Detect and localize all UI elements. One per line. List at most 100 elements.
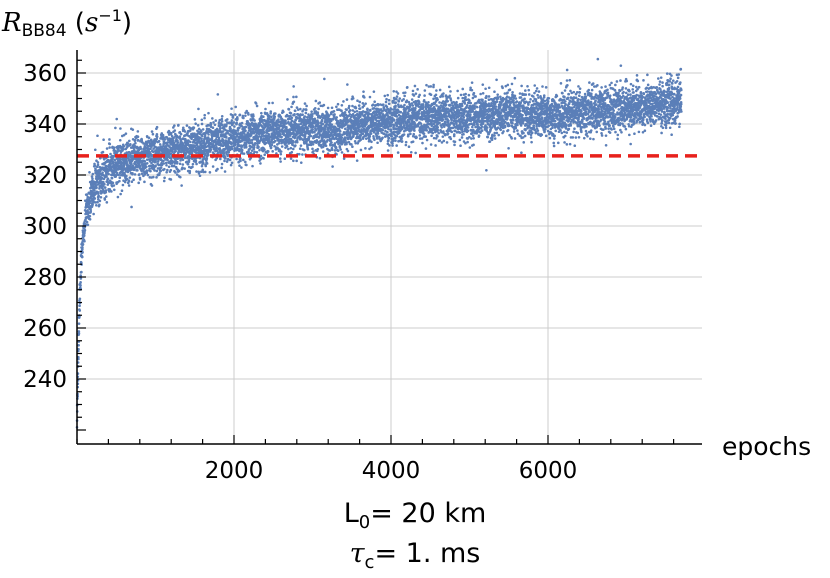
- data-point: [97, 194, 100, 198]
- data-point: [203, 116, 206, 120]
- data-point: [120, 164, 123, 168]
- data-point: [127, 184, 131, 187]
- data-point: [186, 162, 190, 166]
- data-point: [387, 139, 390, 143]
- data-point: [110, 190, 113, 193]
- data-point: [368, 95, 372, 99]
- data-point: [207, 124, 211, 127]
- data-point: [202, 139, 206, 143]
- data-point: [269, 115, 273, 119]
- data-point: [114, 126, 117, 130]
- data-point: [197, 172, 201, 175]
- data-point: [155, 169, 159, 173]
- data-point: [301, 153, 304, 156]
- data-point: [406, 85, 409, 89]
- data-point: [351, 104, 354, 108]
- data-point: [179, 175, 182, 179]
- data-point: [461, 87, 465, 91]
- data-point: [432, 83, 435, 87]
- data-point: [248, 139, 252, 142]
- data-point: [259, 154, 263, 158]
- data-point: [83, 239, 86, 243]
- data-point: [402, 133, 406, 136]
- data-point: [110, 176, 114, 180]
- data-point: [387, 98, 391, 102]
- data-point: [213, 123, 217, 127]
- data-point: [222, 151, 226, 155]
- data-point: [101, 184, 105, 188]
- data-point: [233, 125, 236, 128]
- data-point: [91, 177, 94, 181]
- data-point: [175, 160, 179, 164]
- data-point: [195, 162, 198, 166]
- data-point: [395, 144, 398, 147]
- data-point: [265, 131, 269, 134]
- data-point: [214, 119, 218, 122]
- data-point: [173, 129, 177, 132]
- data-point: [201, 128, 205, 131]
- data-point: [93, 148, 97, 152]
- data-point: [450, 130, 454, 134]
- data-point: [462, 116, 466, 119]
- data-point: [463, 102, 467, 105]
- data-point: [388, 144, 391, 147]
- data-point: [226, 157, 230, 161]
- data-point: [246, 131, 250, 135]
- data-point: [391, 139, 395, 143]
- data-point: [136, 135, 140, 139]
- data-point: [90, 175, 94, 178]
- data-point: [418, 134, 422, 137]
- data-point: [204, 164, 208, 168]
- data-point: [373, 100, 376, 104]
- data-point: [269, 110, 273, 113]
- data-point: [425, 83, 428, 87]
- data-point: [462, 132, 465, 136]
- data-point: [211, 126, 215, 129]
- data-point: [214, 138, 218, 141]
- data-point: [230, 107, 233, 110]
- data-point: [123, 180, 127, 184]
- data-point: [290, 105, 293, 109]
- data-point: [359, 148, 363, 152]
- data-point: [289, 157, 293, 160]
- data-point: [291, 140, 295, 144]
- data-point: [450, 118, 453, 122]
- data-point: [346, 149, 350, 153]
- data-point: [140, 172, 144, 175]
- data-point: [161, 133, 165, 137]
- data-point: [130, 180, 134, 184]
- data-point: [223, 159, 226, 163]
- data-point: [149, 138, 153, 142]
- data-point: [277, 126, 281, 130]
- data-point: [458, 138, 462, 142]
- data-point: [197, 127, 201, 131]
- data-point: [155, 135, 159, 138]
- data-point: [235, 121, 238, 125]
- data-point: [252, 146, 256, 149]
- data-point: [239, 157, 242, 161]
- data-point: [438, 121, 441, 125]
- data-point: [250, 149, 254, 152]
- data-point: [146, 173, 150, 177]
- data-point: [424, 147, 428, 150]
- data-point: [96, 134, 99, 138]
- data-point: [419, 122, 423, 125]
- data-point: [174, 159, 177, 162]
- data-point: [165, 163, 168, 167]
- data-point: [414, 92, 418, 95]
- data-point: [89, 207, 92, 211]
- data-point: [99, 195, 103, 199]
- data-point: [443, 120, 447, 124]
- data-point: [112, 184, 116, 187]
- data-point: [381, 136, 384, 140]
- data-point: [287, 147, 290, 151]
- data-point: [311, 128, 314, 131]
- data-point: [272, 125, 275, 129]
- data-point: [201, 161, 205, 165]
- data-point: [294, 119, 298, 122]
- data-point: [431, 131, 435, 135]
- data-point: [114, 169, 118, 173]
- data-point: [85, 193, 89, 196]
- data-point: [162, 162, 166, 165]
- data-point: [155, 176, 158, 179]
